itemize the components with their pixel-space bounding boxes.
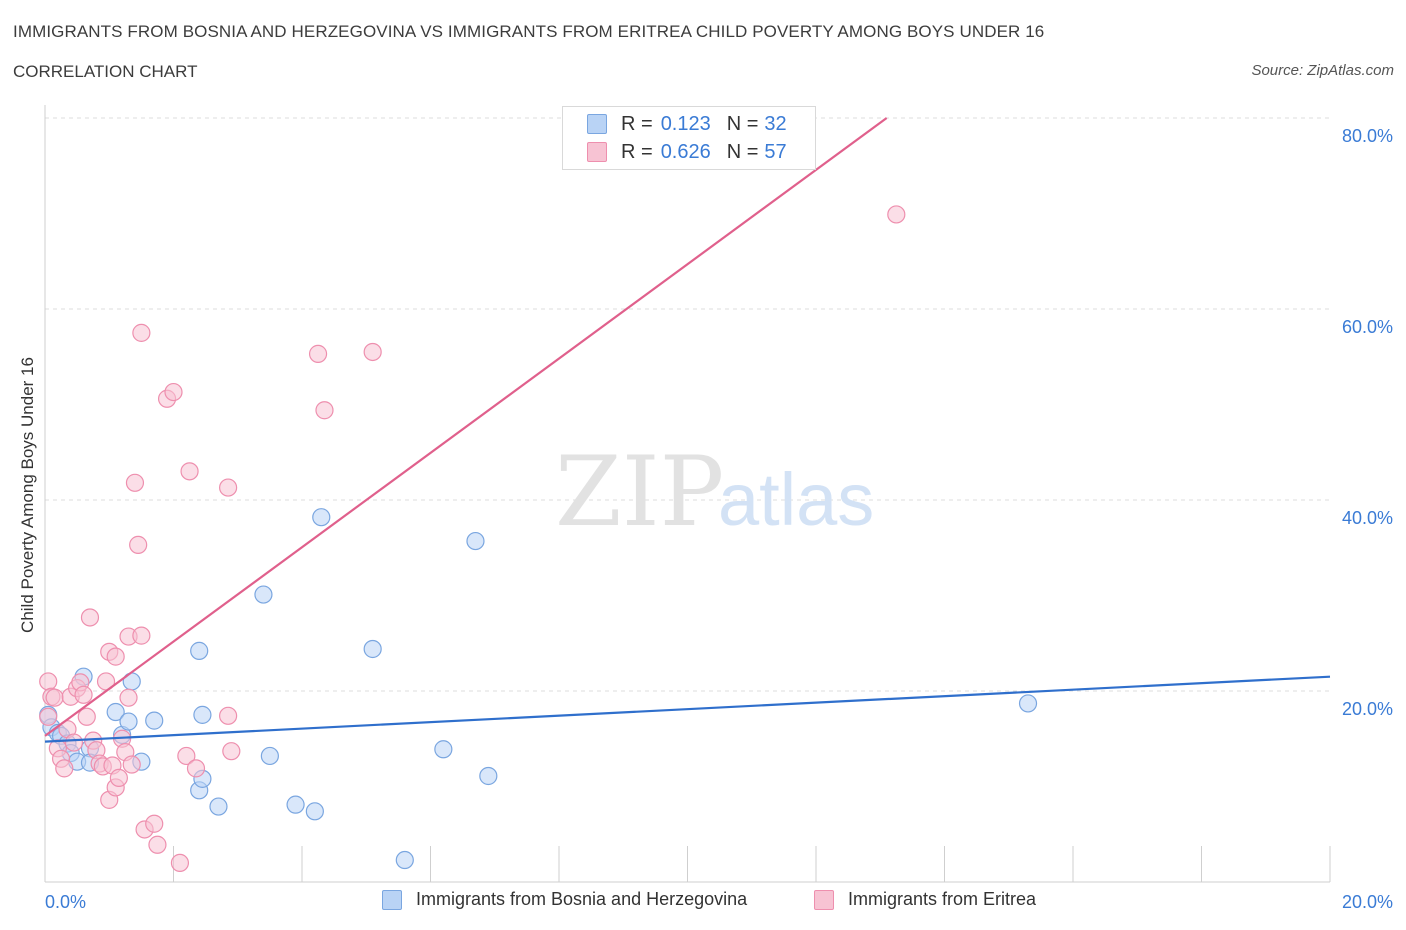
- eritrea-point: [132, 323, 151, 342]
- bosnia-point: [1018, 694, 1038, 713]
- bosnia-point: [193, 705, 212, 724]
- bosnia-swatch: [587, 114, 607, 134]
- n-value-bosnia: 32: [764, 112, 787, 135]
- stats-row-bosnia: R = 0.123 N = 32: [587, 111, 787, 137]
- watermark-zip: ZIP: [555, 436, 724, 548]
- eritrea-swatch: [587, 142, 607, 162]
- source-credit: Source: ZipAtlas.com: [1251, 62, 1394, 79]
- eritrea-point: [129, 535, 148, 554]
- eritrea-point: [222, 742, 241, 761]
- eritrea-point: [145, 814, 164, 833]
- bosnia-point: [260, 746, 279, 766]
- bosnia-point: [395, 850, 414, 870]
- eritrea-point: [887, 205, 906, 224]
- eritrea-point: [39, 707, 58, 726]
- series-eritrea-points: [39, 205, 906, 873]
- bosnia-point: [479, 766, 498, 786]
- stats-row-eritrea: R = 0.626 N = 57: [587, 139, 787, 165]
- n-label: N =: [726, 112, 759, 135]
- eritrea-point: [315, 401, 334, 420]
- eritrea-point: [180, 462, 199, 481]
- chart-title: IMMIGRANTS FROM BOSNIA AND HERZEGOVINA V…: [13, 22, 1045, 41]
- bosnia-point: [209, 797, 228, 816]
- series-legend: Immigrants from Bosnia and Herzegovina I…: [0, 889, 1406, 915]
- bosnia-point: [312, 508, 331, 527]
- r-value-eritrea: 0.626: [660, 140, 711, 163]
- eritrea-point: [45, 688, 64, 707]
- n-value-eritrea: 57: [764, 140, 787, 163]
- legend-item-eritrea[interactable]: Immigrants from Eritrea: [814, 889, 1036, 910]
- eritrea-point: [219, 478, 238, 497]
- y-tick-label: 40.0%: [1342, 508, 1393, 528]
- eritrea-point: [74, 685, 93, 704]
- eritrea-legend-swatch: [814, 889, 834, 910]
- legend-label-bosnia: Immigrants from Bosnia and Herzegovina: [416, 889, 748, 909]
- eritrea-point: [55, 759, 74, 778]
- eritrea-point: [109, 768, 128, 788]
- bosnia-point: [145, 711, 164, 730]
- eritrea-point: [125, 473, 145, 492]
- eritrea-point: [148, 835, 167, 854]
- eritrea-point: [119, 688, 138, 707]
- tick-labels: 20.0% 40.0% 60.0% 80.0% 0.0% 20.0%: [45, 126, 1393, 912]
- chart-subtitle: CORRELATION CHART: [13, 62, 198, 81]
- eritrea-point: [122, 755, 141, 774]
- y-tick-label: 20.0%: [1342, 699, 1393, 719]
- series-bosnia-points: [39, 508, 1038, 870]
- eritrea-point: [186, 759, 206, 778]
- r-label: R =: [621, 112, 653, 135]
- y-tick-label: 80.0%: [1342, 126, 1393, 146]
- x-tick-label: 20.0%: [1342, 892, 1393, 912]
- bosnia-point: [466, 531, 485, 551]
- watermark: ZIP atlas: [555, 436, 874, 548]
- legend-item-bosnia[interactable]: Immigrants from Bosnia and Herzegovina: [382, 889, 747, 910]
- trendline-bosnia: [44, 675, 1331, 743]
- eritrea-point: [77, 707, 96, 726]
- bosnia-point: [254, 585, 273, 604]
- eritrea-point: [106, 647, 125, 666]
- axes: [44, 105, 1331, 883]
- x-tick-label: 0.0%: [45, 892, 86, 912]
- stats-legend: R = 0.123 N = 32 R = 0.626 N = 57: [562, 106, 816, 170]
- eritrea-point: [164, 382, 183, 402]
- bosnia-point: [190, 641, 209, 660]
- eritrea-point: [308, 344, 328, 363]
- eritrea-point: [363, 342, 382, 362]
- bosnia-point: [106, 702, 125, 722]
- bosnia-point: [286, 795, 305, 814]
- eritrea-point: [170, 853, 190, 873]
- legend-label-eritrea: Immigrants from Eritrea: [848, 889, 1037, 909]
- trendlines: [44, 117, 1331, 743]
- trendline-eritrea: [44, 117, 888, 737]
- bosnia-point: [363, 639, 382, 659]
- watermark-atlas: atlas: [718, 458, 874, 541]
- r-value-bosnia: 0.123: [660, 112, 711, 135]
- eritrea-point: [219, 706, 238, 725]
- bosnia-legend-swatch: [382, 889, 402, 910]
- n-label: N =: [726, 140, 759, 163]
- eritrea-point: [132, 626, 151, 645]
- eritrea-point: [39, 672, 58, 691]
- eritrea-point: [177, 746, 196, 766]
- y-tick-label: 60.0%: [1342, 317, 1393, 337]
- bosnia-point: [434, 740, 453, 759]
- r-label: R =: [621, 140, 653, 163]
- grid: [45, 117, 1330, 692]
- eritrea-point: [80, 608, 100, 627]
- bosnia-point: [119, 712, 138, 731]
- bosnia-point: [305, 802, 324, 821]
- eritrea-point: [64, 733, 84, 752]
